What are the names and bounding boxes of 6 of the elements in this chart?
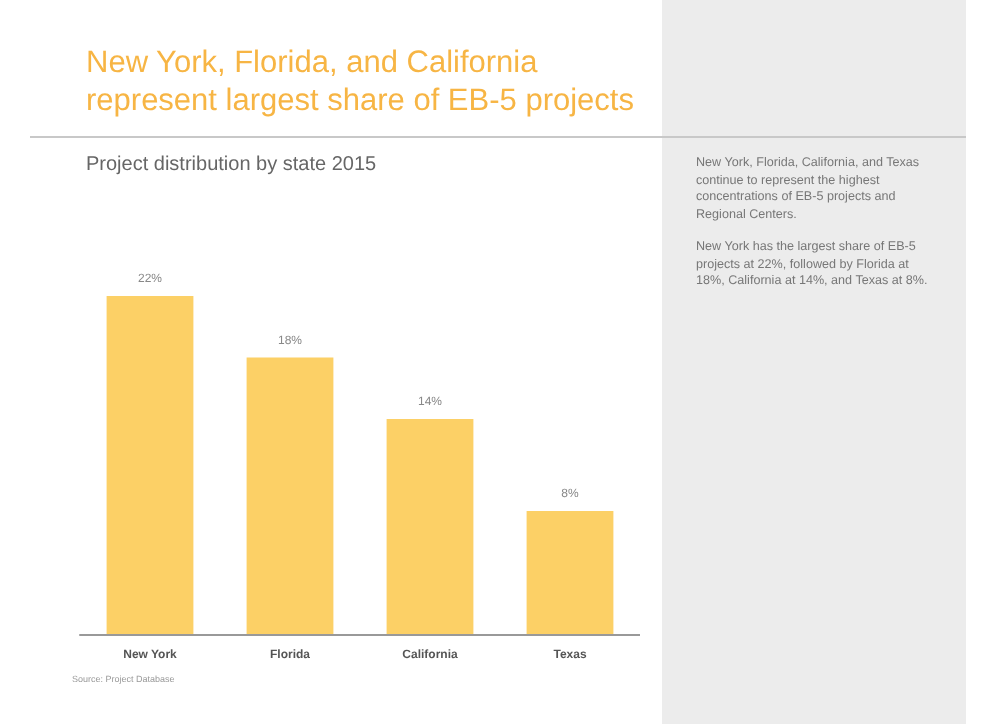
bar (526, 511, 614, 634)
bar (386, 418, 474, 634)
chart-title: New York, Florida, and California represent largest share of EB-5 projects (86, 44, 636, 120)
bar (246, 357, 334, 634)
chart-subtitle: Project distribution by state 2015 (86, 154, 377, 176)
bar (106, 296, 194, 634)
